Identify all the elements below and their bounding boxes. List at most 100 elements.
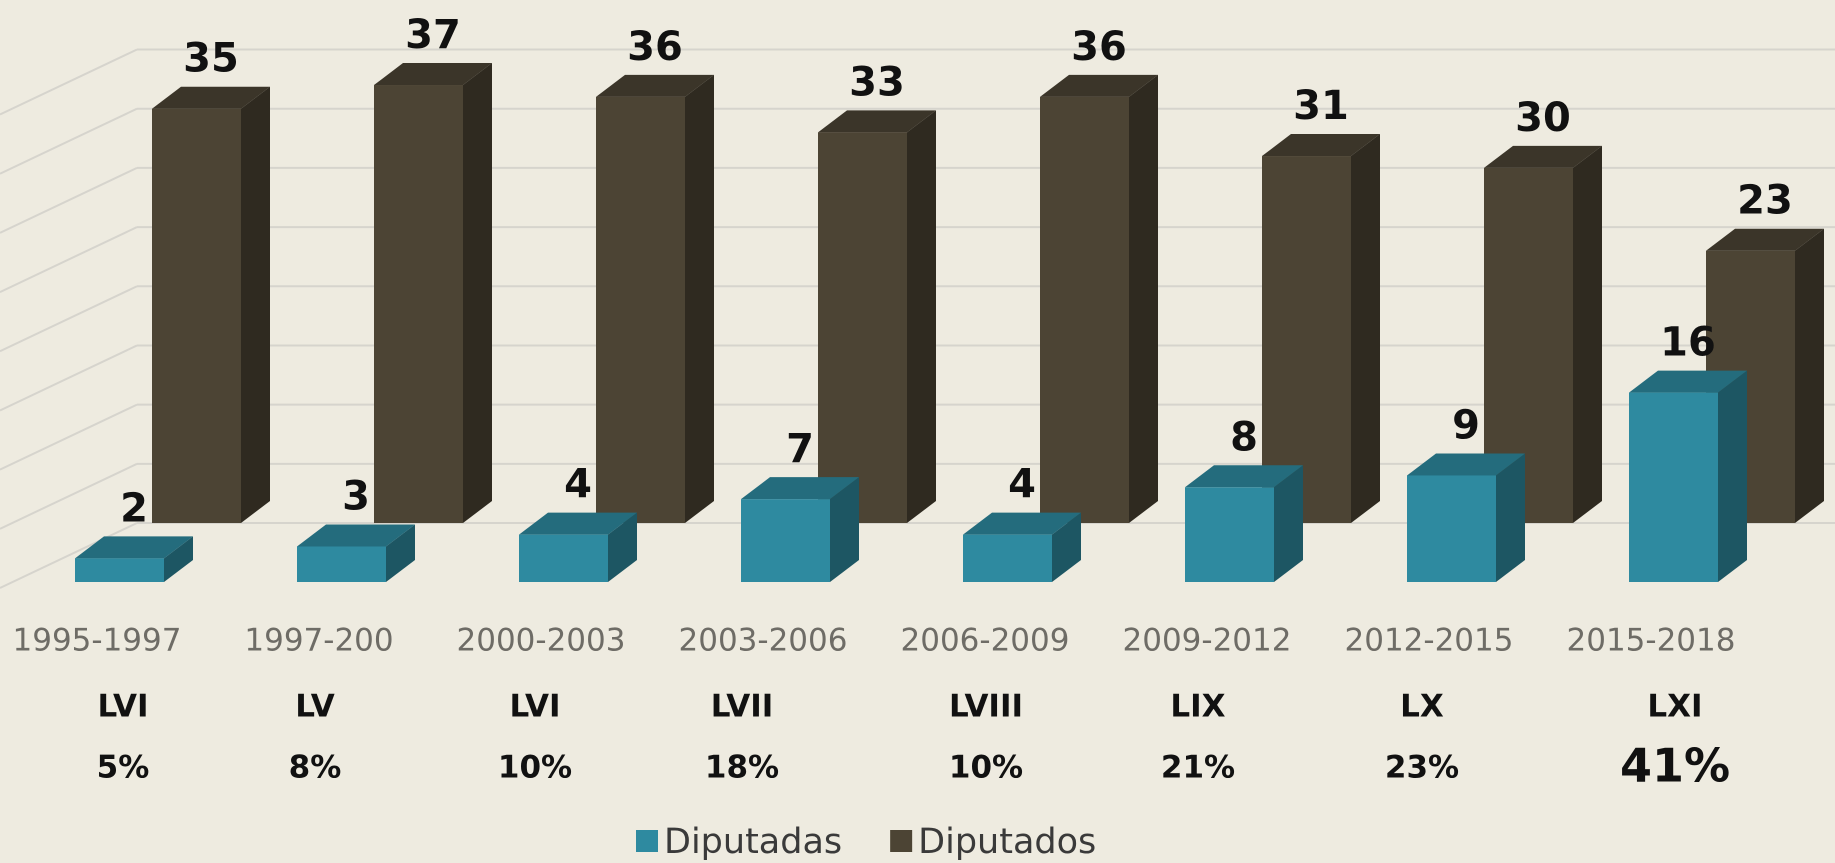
value-label: 2 [120,485,148,531]
bar-top [1185,465,1303,488]
bar-group [741,477,859,582]
bar-side [1496,453,1525,582]
bar-top [818,110,936,133]
value-label: 31 [1293,83,1349,129]
percent-label: 23% [1385,750,1459,786]
grid-line [0,522,138,589]
bar-side [1351,134,1380,523]
bar-group [818,110,936,523]
bar-side [1573,145,1602,524]
bar-top [75,536,193,559]
legislature-label: LVIII [949,689,1023,725]
bar-group [1262,134,1380,523]
bar [1040,96,1129,524]
legend-swatch [636,830,658,852]
x-tick-label: 2006-2009 [901,623,1070,659]
x-tick-label: 2003-2006 [679,623,848,659]
bar-group [596,74,714,524]
grid-line [0,166,138,234]
bar-side [1052,512,1081,582]
bar-top [1407,453,1525,476]
bar-top [963,512,1081,535]
value-label: 9 [1452,402,1480,448]
bar-top [152,86,270,109]
x-tick-label: 1995-1997 [13,623,182,659]
bar [1629,392,1718,582]
bar-group [152,86,270,523]
bar-group [1040,74,1158,524]
grid-line [0,226,138,293]
bar-top [519,512,637,535]
grid-line [0,462,138,530]
value-label: 7 [786,426,814,472]
bar-top [1262,134,1380,157]
bar-side [164,536,193,582]
bar [963,534,1052,582]
bar-side [1274,465,1303,582]
grid-line [0,285,138,353]
grid-line [0,48,138,116]
bar-top [374,63,492,86]
bar-group [297,524,415,582]
bar [741,499,830,582]
value-label: 30 [1515,95,1571,141]
grid-line [0,107,138,175]
grid-line [0,344,138,412]
percent-label: 10% [498,750,572,786]
bar-top [1484,145,1602,168]
bar-side [463,63,492,523]
bar [374,85,463,523]
legend-label: Diputados [918,822,1096,862]
percent-label: 21% [1161,750,1235,786]
bar-side [241,86,270,523]
bar-side [1795,228,1824,523]
bar-top [596,74,714,97]
x-tick-label: 2000-2003 [457,623,626,659]
legislature-label: LX [1400,689,1444,725]
x-tick-label: 2012-2015 [1345,623,1514,659]
value-label: 35 [183,36,239,82]
percent-label: 5% [97,750,150,786]
bar-group [75,536,193,582]
x-tick-label: 1997-200 [244,623,393,659]
bar-side [830,477,859,582]
bar [297,546,386,582]
value-label: 33 [849,59,905,105]
bar-side [1718,370,1747,582]
percent-label: 10% [949,750,1023,786]
bar-side [386,524,415,582]
bar [519,534,608,582]
bar-group [374,63,492,523]
bar [1407,475,1496,582]
bar-group [1629,370,1747,582]
percent-label: 18% [705,750,779,786]
bar-top [297,524,415,547]
bar-side [907,110,936,523]
legislature-label: LXI [1647,689,1702,725]
legend-swatch [890,830,913,852]
bar-top [1706,228,1824,251]
bar [1262,156,1351,523]
bar-group [963,512,1081,582]
value-label: 4 [1008,462,1036,508]
bar-group [519,512,637,582]
x-tick-label: 2009-2012 [1123,623,1292,659]
bar-top [1040,74,1158,97]
bar-top [1629,370,1747,393]
bar [1185,487,1274,582]
bar-side [608,512,637,582]
value-label: 8 [1230,414,1258,460]
value-label: 37 [405,12,461,58]
legislature-label: LIX [1170,689,1225,725]
value-label: 16 [1660,320,1716,366]
legislature-label: LVI [97,689,148,725]
percent-label: 41% [1620,739,1730,793]
value-label: 36 [1071,24,1127,70]
bar-side [1129,74,1158,524]
value-label: 3 [342,473,370,519]
bar [75,558,164,582]
bar-side [685,74,714,524]
legislature-label: LVII [711,689,774,725]
bar [596,96,685,524]
